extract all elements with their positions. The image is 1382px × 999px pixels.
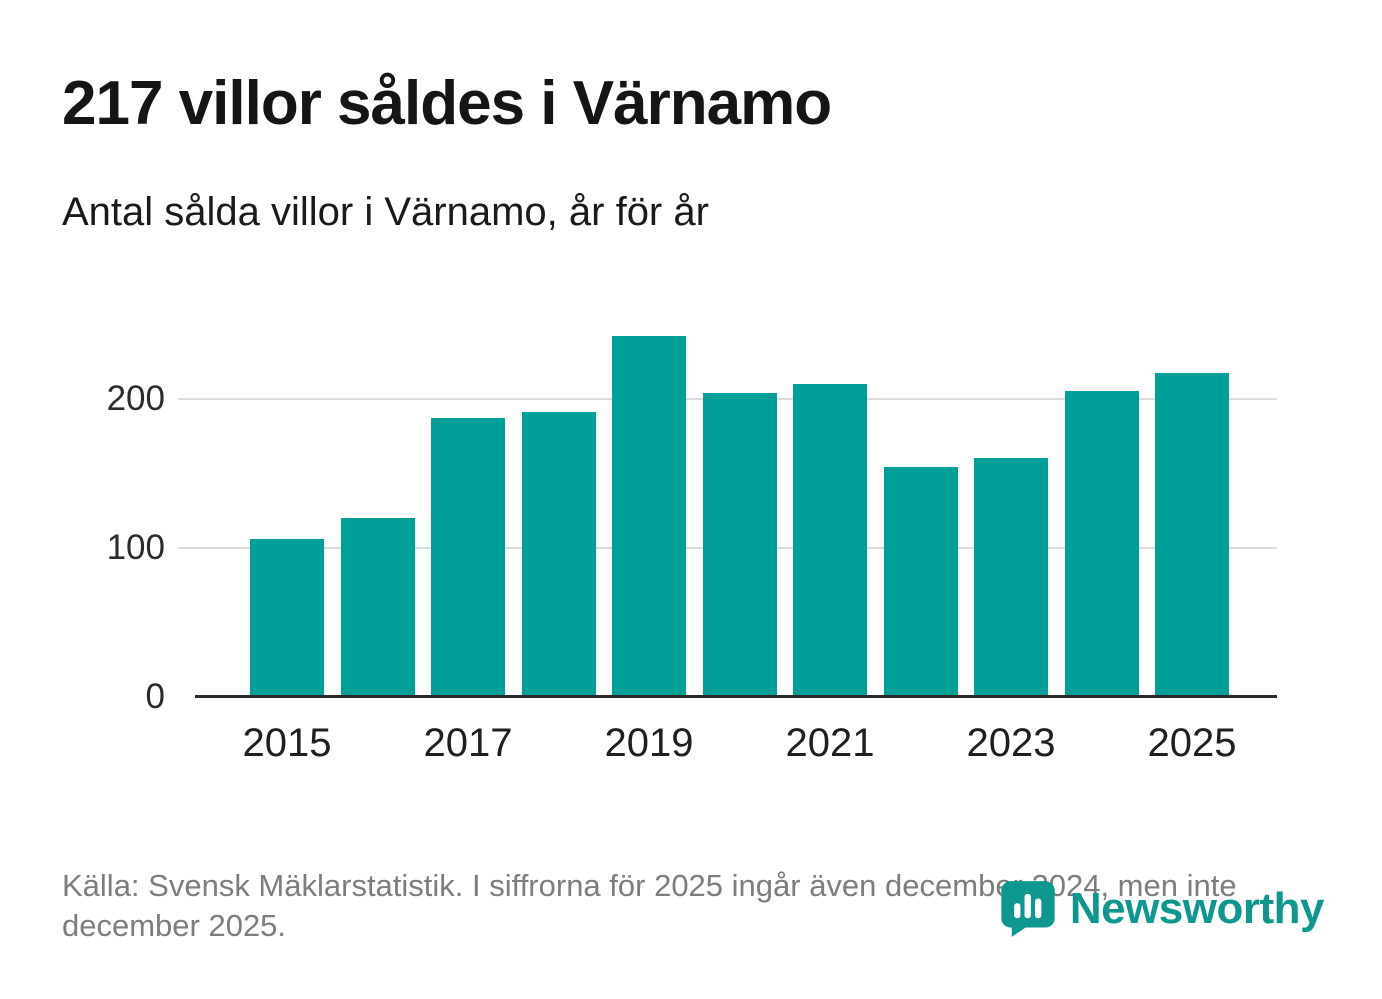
x-axis-tick-label: 2025: [1147, 721, 1237, 765]
y-axis-tick-label: 0: [145, 677, 165, 716]
bar-2020: [702, 392, 777, 697]
x-axis-tick-label: 2019: [604, 721, 694, 765]
bar-2019: [612, 335, 686, 697]
bar-2015: [250, 538, 324, 697]
bar-2016: [340, 517, 415, 697]
bar-chart-plot-area: 0 100 200 2015 2017 2019 2021 2023 2025: [107, 309, 1277, 765]
y-axis-tick-label: 200: [106, 378, 165, 418]
bar-2018: [521, 411, 596, 697]
bar-2022: [883, 467, 958, 697]
x-axis-tick-label: 2017: [423, 721, 513, 765]
newsworthy-wordmark: Newsworthy: [1069, 884, 1325, 933]
bar-2023: [974, 458, 1048, 697]
x-axis-tick-label: 2023: [966, 721, 1056, 765]
bar-2025: [1155, 373, 1229, 697]
bar-2024: [1064, 391, 1139, 697]
page-title: 217 villor såldes i Värnamo: [62, 69, 832, 138]
y-axis-tick-label: 100: [106, 527, 165, 567]
newsworthy-logo: Newsworthy: [1000, 880, 1325, 938]
bar-2021: [793, 383, 867, 697]
x-axis-tick-label: 2015: [242, 721, 332, 765]
x-axis-line: [195, 695, 1277, 698]
newsworthy-map-pin-icon: [1001, 881, 1055, 937]
bar-2017: [431, 417, 505, 697]
x-axis-tick-label: 2021: [785, 721, 875, 765]
chart-subtitle: Antal sålda villor i Värnamo, år för år: [62, 190, 709, 234]
